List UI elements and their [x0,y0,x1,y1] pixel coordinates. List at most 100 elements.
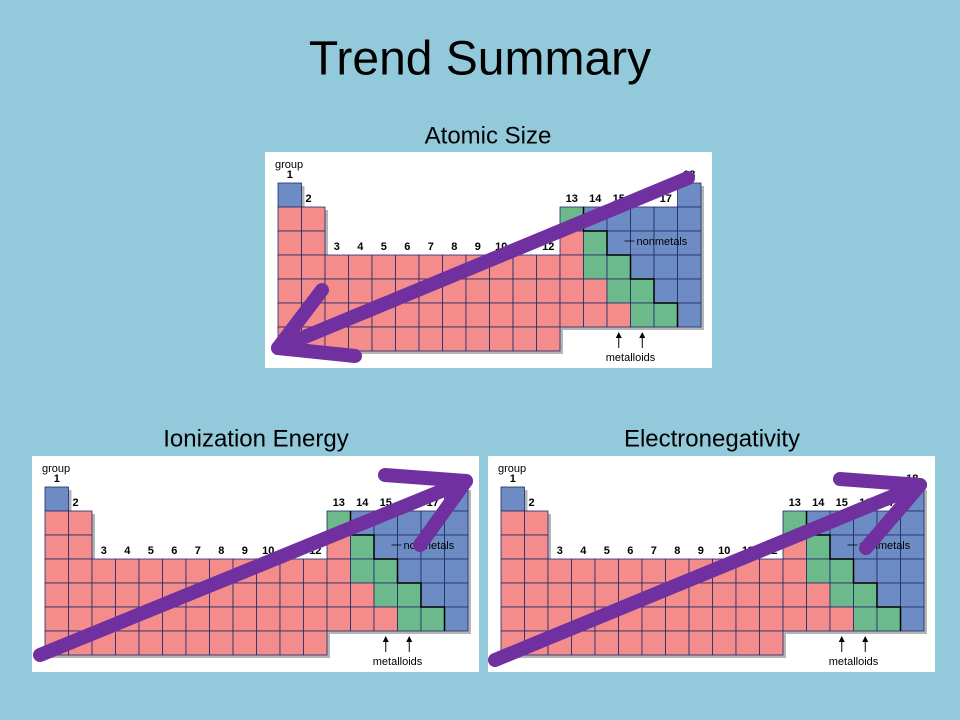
element-cell [397,582,422,608]
element-cell [350,558,375,584]
element-cell [209,630,234,656]
element-cell [782,606,807,632]
metalloid-border [582,207,679,327]
element-cell [806,582,831,608]
group-number: 5 [148,545,154,557]
element-cell [900,582,925,608]
element-cell [232,582,257,608]
arrow [488,478,927,667]
element-cell [606,278,631,304]
element-cell [91,582,116,608]
metalloid-pointer-head [838,636,845,642]
element-cell [829,558,854,584]
element-cell [303,582,328,608]
element-cell [500,606,525,632]
element-cell [524,534,549,560]
element-cell [829,582,854,608]
group-number: 6 [627,545,633,557]
element-cell [420,582,445,608]
group-number: 14 [356,497,369,509]
element-cell [782,582,807,608]
group-number: 13 [789,497,801,509]
element-cell [712,606,737,632]
element-cell [547,558,572,584]
element-cell [44,534,69,560]
element-cell [373,606,398,632]
element-cell [759,630,784,656]
group-heading: group [275,159,303,171]
element-cell [665,630,690,656]
element-cell [373,534,398,560]
group-number: 6 [171,545,177,557]
element-cell [185,558,210,584]
element-cell [759,558,784,584]
element-cell [465,326,490,352]
element-cell [397,558,422,584]
group-number: 1 [54,473,60,485]
element-cell [373,582,398,608]
element-cell [162,630,187,656]
element-cell [303,606,328,632]
element-cell [583,230,608,256]
arrow-head [378,468,473,552]
arrow [33,474,473,662]
group-number: 3 [557,545,563,557]
element-cell [653,254,678,280]
element-cell [735,630,760,656]
element-cell [630,302,655,328]
element-cell [279,582,304,608]
element-cell [162,558,187,584]
group-number: 2 [73,497,79,509]
element-cell [185,606,210,632]
element-cell [547,582,572,608]
group-number: 15 [836,497,848,509]
element-cell [442,326,467,352]
group-number: 9 [242,545,248,557]
element-cell [444,606,469,632]
group-number: 7 [651,545,657,557]
element-cell [395,326,420,352]
element-cell [500,558,525,584]
element-cell [677,206,702,232]
element-cell [571,558,596,584]
element-cell [277,182,302,208]
element-cell [512,254,537,280]
element-cell [735,582,760,608]
element-cell [618,558,643,584]
trend-arrows [33,171,927,667]
element-cell [524,510,549,536]
group-number: 10 [718,545,730,557]
element-cell [630,206,655,232]
element-cell [465,302,490,328]
element-cell [371,254,396,280]
group-number: 3 [101,545,107,557]
element-cell [277,230,302,256]
element-cell [489,278,514,304]
element-cell [348,254,373,280]
element-cell [256,630,281,656]
element-cell [512,326,537,352]
element-cell [524,558,549,584]
element-cell [350,606,375,632]
element-cell [232,630,257,656]
element-cell [418,326,443,352]
group-number: 2 [306,193,312,205]
element-cell [876,558,901,584]
group-number: 6 [404,241,410,253]
group-number: 1 [510,473,516,485]
group-number: 9 [475,241,481,253]
element-cell [594,558,619,584]
element-cell [606,302,631,328]
element-cell [630,254,655,280]
element-cell [876,582,901,608]
group-number: 14 [812,497,825,509]
element-cell [91,558,116,584]
element-cell [68,534,93,560]
metalloid-border [805,511,902,631]
element-cell [397,606,422,632]
element-cell [677,302,702,328]
element-cell [326,558,351,584]
element-cell [232,606,257,632]
